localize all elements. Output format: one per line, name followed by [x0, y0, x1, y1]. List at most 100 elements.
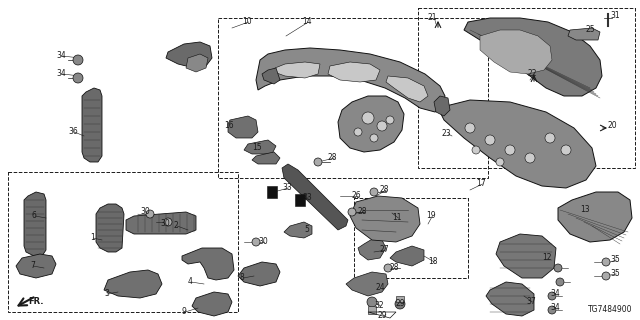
Polygon shape [256, 48, 445, 112]
Text: 10: 10 [242, 18, 252, 27]
Polygon shape [16, 254, 56, 278]
Text: 17: 17 [476, 180, 486, 188]
Polygon shape [82, 88, 102, 162]
Text: 30: 30 [140, 207, 150, 217]
Text: 19: 19 [426, 212, 436, 220]
Polygon shape [438, 100, 596, 188]
Polygon shape [338, 96, 404, 152]
Circle shape [548, 306, 556, 314]
Text: 28: 28 [358, 207, 367, 217]
Circle shape [602, 258, 610, 266]
Polygon shape [192, 292, 232, 316]
Text: 9: 9 [182, 308, 187, 316]
Circle shape [367, 297, 377, 307]
Polygon shape [328, 62, 380, 82]
Polygon shape [274, 62, 320, 78]
Circle shape [146, 210, 154, 218]
Text: FR.: FR. [28, 298, 44, 307]
Circle shape [252, 238, 260, 246]
Circle shape [548, 292, 556, 300]
Circle shape [73, 73, 83, 83]
Text: 23: 23 [442, 130, 452, 139]
Text: 30: 30 [258, 237, 268, 246]
Polygon shape [568, 28, 600, 40]
Text: 25: 25 [586, 26, 596, 35]
Circle shape [362, 112, 374, 124]
Circle shape [602, 272, 610, 280]
Text: 28: 28 [380, 186, 390, 195]
Circle shape [348, 208, 356, 216]
Polygon shape [96, 204, 124, 252]
Circle shape [395, 299, 405, 309]
Text: 24: 24 [376, 284, 386, 292]
Polygon shape [267, 186, 277, 198]
Polygon shape [350, 196, 420, 242]
Polygon shape [186, 54, 208, 72]
Text: 28: 28 [390, 263, 399, 273]
Text: 8: 8 [240, 274, 244, 283]
Text: 12: 12 [542, 253, 552, 262]
Circle shape [525, 153, 535, 163]
Circle shape [386, 116, 394, 124]
Polygon shape [480, 30, 552, 74]
Circle shape [556, 278, 564, 286]
Text: 3: 3 [104, 290, 109, 299]
Text: 14: 14 [302, 18, 312, 27]
Polygon shape [166, 42, 212, 68]
Text: 37: 37 [526, 298, 536, 307]
Text: 34: 34 [56, 52, 66, 60]
Polygon shape [244, 140, 276, 154]
Text: 34: 34 [550, 290, 560, 299]
Circle shape [545, 133, 555, 143]
Text: 13: 13 [580, 205, 589, 214]
Text: 15: 15 [252, 143, 262, 153]
Polygon shape [295, 194, 305, 206]
Text: 21: 21 [428, 13, 438, 22]
Polygon shape [238, 262, 280, 286]
Text: 28: 28 [328, 154, 337, 163]
Circle shape [164, 218, 172, 226]
Text: 29: 29 [396, 300, 406, 308]
Text: 16: 16 [224, 122, 234, 131]
Text: 33: 33 [302, 194, 312, 203]
Polygon shape [358, 238, 386, 260]
Text: 18: 18 [428, 258, 438, 267]
Polygon shape [386, 76, 428, 102]
Polygon shape [282, 164, 348, 230]
Circle shape [354, 128, 362, 136]
Polygon shape [496, 234, 556, 278]
Text: 1: 1 [90, 234, 95, 243]
Circle shape [314, 158, 322, 166]
Polygon shape [104, 270, 162, 298]
Polygon shape [486, 282, 534, 316]
Polygon shape [464, 18, 602, 96]
Text: 26: 26 [352, 191, 362, 201]
Text: 36: 36 [68, 127, 77, 137]
Polygon shape [284, 222, 312, 238]
Text: 2: 2 [174, 221, 179, 230]
Polygon shape [182, 248, 234, 280]
Circle shape [370, 134, 378, 142]
Text: 6: 6 [32, 212, 37, 220]
Text: 5: 5 [304, 226, 309, 235]
Circle shape [554, 264, 562, 272]
Circle shape [561, 145, 571, 155]
Polygon shape [228, 116, 258, 138]
Circle shape [377, 121, 387, 131]
Polygon shape [262, 68, 280, 84]
Circle shape [485, 135, 495, 145]
Text: 31: 31 [610, 12, 620, 20]
Polygon shape [126, 212, 196, 234]
Circle shape [73, 55, 83, 65]
Text: 35: 35 [610, 255, 620, 265]
Circle shape [472, 146, 480, 154]
Circle shape [384, 264, 392, 272]
Text: 4: 4 [188, 277, 193, 286]
Text: TG7484900: TG7484900 [588, 305, 632, 314]
Text: 27: 27 [380, 245, 390, 254]
Text: 29: 29 [378, 311, 388, 320]
Polygon shape [252, 152, 280, 164]
Polygon shape [390, 246, 424, 266]
Polygon shape [558, 192, 632, 242]
Polygon shape [396, 296, 404, 302]
